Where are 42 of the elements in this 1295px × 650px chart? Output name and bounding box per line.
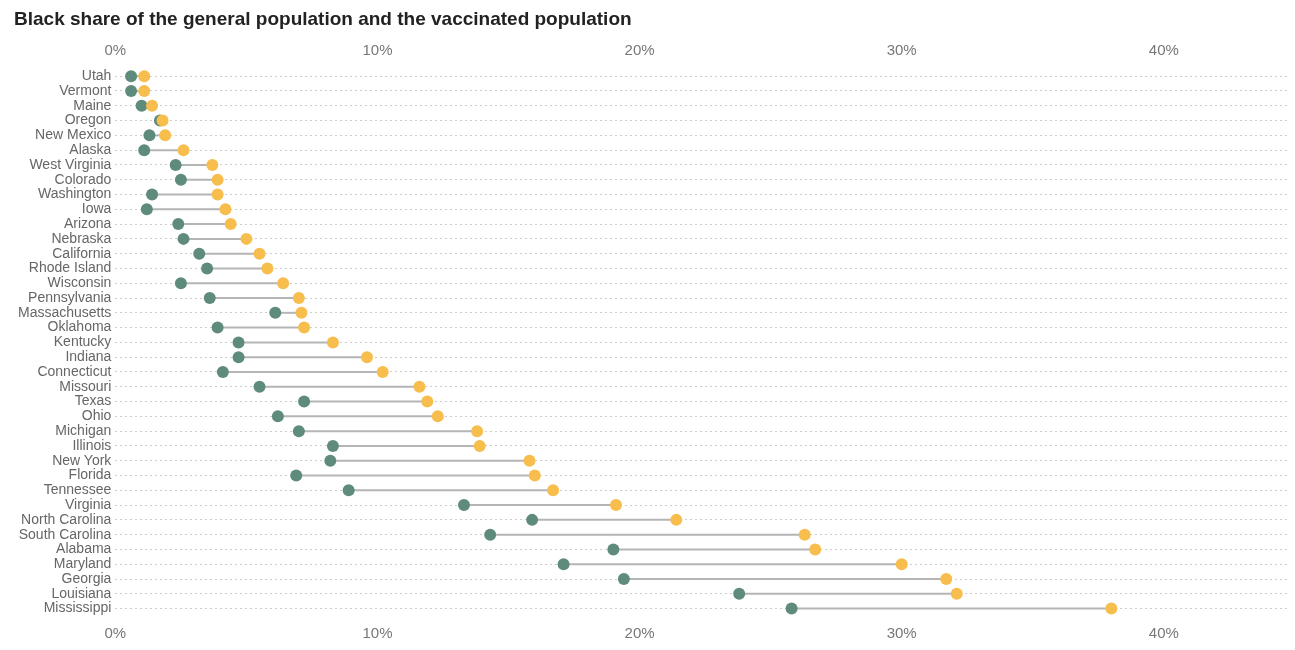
x2-tick-label: 0%: [104, 40, 127, 58]
y-tick-label: Mississippi: [43, 599, 112, 616]
x-tick-label: 10%: [362, 624, 393, 642]
y-tick-label: Washington: [37, 185, 112, 202]
y-tick-label: California: [52, 244, 112, 261]
y-tick-label: Connecticut: [37, 362, 112, 379]
y-tick-label: Arizona: [63, 214, 112, 231]
y-tick-label: Indiana: [65, 348, 112, 365]
y-tick-label: Alabama: [56, 540, 112, 557]
y-tick-label: Oklahoma: [47, 318, 112, 335]
y-tick-label: Florida: [68, 466, 112, 483]
y-tick-label: Utah: [81, 67, 112, 84]
y-tick-label: Wisconsin: [47, 274, 112, 291]
y-tick-label: South Carolina: [18, 525, 112, 542]
y-tick-label: Michigan: [55, 421, 112, 438]
y-tick-label: Alaska: [69, 141, 112, 157]
y-tick-label: New York: [52, 451, 113, 468]
y-tick-label: Rhode Island: [28, 259, 112, 276]
x2-tick-label: 20%: [624, 40, 655, 58]
y-tick-label: Vermont: [59, 81, 112, 98]
y-tick-label: New Mexico: [35, 126, 112, 143]
x2-tick-label: 40%: [1148, 40, 1179, 58]
y-tick-label: Iowa: [81, 200, 112, 217]
y-tick-label: Oregon: [64, 111, 112, 128]
chart-title: Black share of the general population and the vaccinated population: [14, 7, 632, 29]
y-tick-label: Ohio: [81, 407, 112, 424]
x-tick-label: 20%: [624, 624, 655, 642]
y-tick-label: Maryland: [53, 555, 112, 572]
x2-tick-label: 10%: [362, 40, 393, 58]
y-tick-label: Virginia: [64, 495, 112, 512]
y-tick-label: Kentucky: [53, 333, 112, 350]
x-tick-label: 0%: [104, 624, 127, 642]
y-tick-label: Missouri: [59, 377, 112, 394]
y-tick-label: Pennsylvania: [28, 288, 112, 305]
y-tick-label: Nebraska: [51, 229, 112, 246]
y-tick-label: Texas: [74, 392, 112, 409]
y-tick-label: Maine: [73, 96, 112, 113]
y-tick-label: West Virginia: [29, 155, 112, 172]
x-tick-label: 30%: [886, 624, 917, 642]
y-tick-label: Tennessee: [43, 481, 112, 498]
x-tick-label: 40%: [1148, 624, 1179, 642]
x2-tick-label: 30%: [886, 40, 917, 58]
